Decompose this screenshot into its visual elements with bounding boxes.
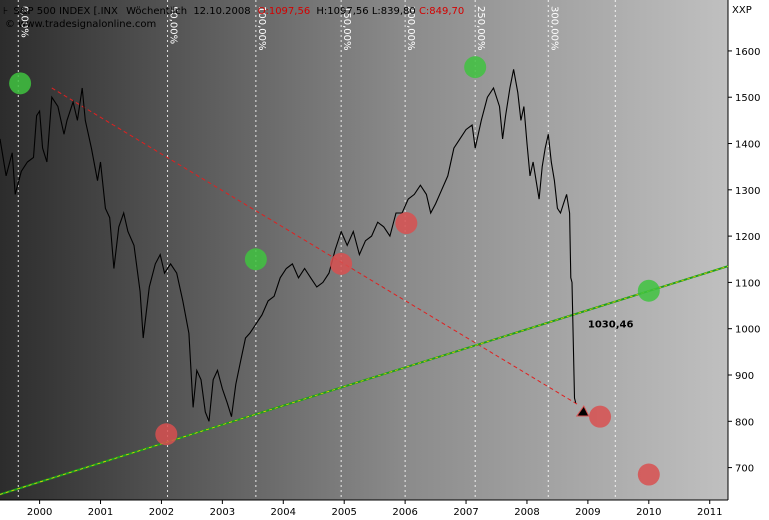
y-axis-panel [728, 0, 769, 520]
signal-marker-5 [464, 56, 487, 79]
header-period: Wöchentlich [126, 6, 187, 17]
signal-marker-6 [589, 405, 612, 428]
x-tick-label-2010: 2010 [636, 507, 661, 518]
x-tick-label-2004: 2004 [271, 507, 296, 518]
y-tick-label-1100: 1100 [735, 278, 760, 289]
y-tick-label-900: 900 [735, 371, 754, 382]
signal-marker-4 [395, 212, 418, 235]
signal-marker-2 [244, 248, 267, 271]
x-tick-label-2001: 2001 [88, 507, 113, 518]
y-tick-label-800: 800 [735, 417, 754, 428]
website-label: © www.tradesignalonline.com [5, 19, 156, 30]
percent-label-5: 250,00% [475, 6, 486, 51]
signal-marker-3 [330, 252, 353, 275]
annotations: 1030,46 [588, 319, 634, 330]
y-tick-label-1400: 1400 [735, 140, 760, 151]
x-tick-label-2005: 2005 [331, 507, 356, 518]
y-tick-label-1500: 1500 [735, 93, 760, 104]
header-icon: ⊦ [3, 6, 8, 17]
y-tick-label-1000: 1000 [735, 325, 760, 336]
x-tick-label-2006: 2006 [392, 507, 417, 518]
header-date: 12.10.2008 [193, 6, 250, 17]
y-tick-label-1600: 1600 [735, 47, 760, 58]
x-tick-label-2009: 2009 [575, 507, 600, 518]
y-axis-ticks: 700 800 900 1000 1100 1200 1300 1400 1500 1600 [728, 47, 760, 475]
x-tick-label-2003: 2003 [210, 507, 235, 518]
signal-marker-1 [155, 423, 178, 446]
signal-marker-7 [637, 279, 660, 302]
percent-grid-lines: 0,00% 50,00% 100,00% 150,00% 200,00% 250,00% 3… [17, 0, 616, 500]
percent-label-1: 50,00% [168, 6, 179, 44]
header-close: C:849,70 [419, 6, 464, 17]
header-instrument: S&P 500 INDEX [.INX [13, 6, 118, 17]
signal-marker-0 [9, 72, 32, 95]
percent-label-0: 0,00% [18, 6, 29, 38]
signal-marker-8 [637, 463, 660, 486]
svg-text:⊦ S&P 500 INDEX [.INX: ⊦ S&P 500 INDEX [.INX Wöchentlich 12.10.… [3, 6, 464, 17]
x-tick-label-2008: 2008 [514, 507, 539, 518]
x-tick-label-2011: 2011 [697, 507, 722, 518]
header-high: H:1097,56 [316, 6, 368, 17]
x-tick-label-2000: 2000 [27, 507, 52, 518]
plot-area [0, 0, 728, 500]
symbol-label: XXP [732, 5, 752, 16]
price-line [0, 69, 577, 422]
value-annotation-0: 1030,46 [588, 319, 634, 330]
signal-markers [9, 56, 660, 486]
y-tick-label-700: 700 [735, 464, 754, 475]
percent-label-4: 200,00% [405, 6, 416, 51]
downtrend-line [51, 87, 580, 406]
percent-label-2: 100,00% [256, 6, 267, 51]
uptrend-line-core [0, 265, 729, 495]
last-bar-arrow-icon [575, 405, 590, 417]
trend-lines [0, 87, 729, 496]
x-tick-label-2002: 2002 [149, 507, 174, 518]
price-series-layer [0, 69, 577, 422]
x-axis-ticks: 2000 2001 2002 2003 2004 2005 2006 2007 2008 2009… [27, 500, 722, 518]
x-axis-panel [0, 500, 769, 520]
chart-header: ⊦ S&P 500 INDEX [.INX Wöchentlich 12.10.… [3, 6, 464, 30]
percent-label-6: 300,00% [548, 6, 559, 51]
y-tick-label-1200: 1200 [735, 232, 760, 243]
header-low: L:839,80 [372, 6, 416, 17]
y-tick-label-1300: 1300 [735, 186, 760, 197]
percent-label-3: 150,00% [341, 6, 352, 51]
header-open: O:1097,56 [258, 6, 310, 17]
x-tick-label-2007: 2007 [453, 507, 478, 518]
